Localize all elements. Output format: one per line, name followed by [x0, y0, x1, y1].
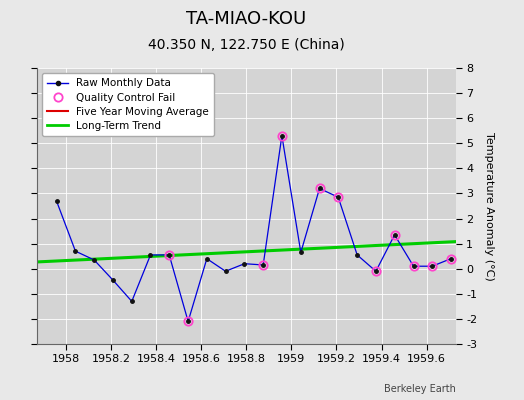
Text: TA-MIAO-KOU: TA-MIAO-KOU: [186, 10, 307, 28]
Text: Berkeley Earth: Berkeley Earth: [384, 384, 456, 394]
Y-axis label: Temperature Anomaly (°C): Temperature Anomaly (°C): [484, 132, 494, 280]
Text: 40.350 N, 122.750 E (China): 40.350 N, 122.750 E (China): [148, 38, 345, 52]
Legend: Raw Monthly Data, Quality Control Fail, Five Year Moving Average, Long-Term Tren: Raw Monthly Data, Quality Control Fail, …: [42, 73, 214, 136]
